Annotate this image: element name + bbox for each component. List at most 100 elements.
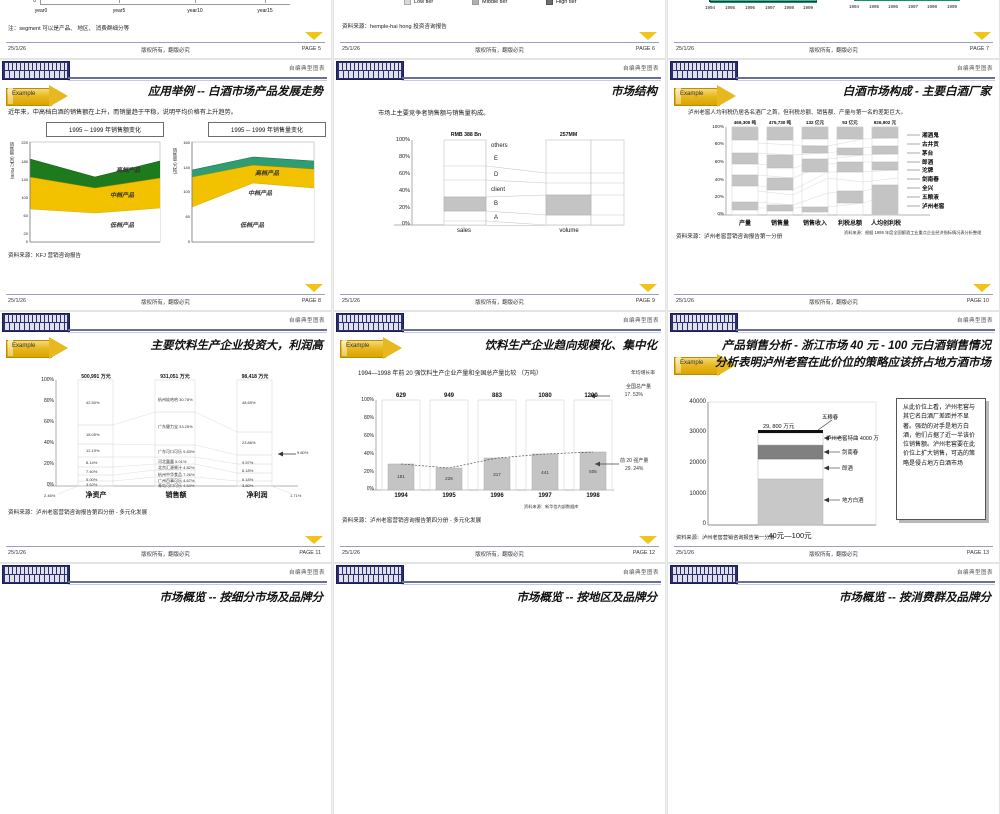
example-badge-label: Example [346,343,370,349]
next-arrow-icon[interactable] [973,32,991,40]
y-tick: 0 [33,0,36,4]
area-label-low: 低档产品 [110,223,135,229]
x-tick-label: 1996 [744,5,755,10]
slide-thumbnail-12[interactable]: 自编典型图表 Example 饮料生产企业趋向规模化、集中化 1994—1998… [334,312,665,562]
segment-value: 42.50% [86,400,100,405]
footer-divider [674,546,993,547]
y-tick: 220 [21,140,28,145]
segment-value: 48.69% [242,400,256,405]
y-tick: 0% [366,486,374,492]
slide-thumbnail-8[interactable]: 自编典型图表 Example 应用举例 -- 白酒市场产品发展走势 近年来，中高… [0,60,331,310]
slide-title: 产品销售分析 - 浙江市场 40 元 - 100 元白酒销售情况分析表明泸州老窖… [715,340,991,370]
slide-header: 自编典型图表 [334,312,665,333]
area-label-mid: 中档产品 [248,191,273,197]
bar [854,0,960,1]
x-tick-label: year5 [112,8,126,14]
footer-copyright: 版权所有，翻版必究 [141,300,190,306]
insight-note-text: 从此价位上看，泸州老窖与其它名白酒厂差距并不显著。强劲的对手是地方白酒，他们占据… [903,405,976,467]
next-arrow-icon[interactable] [639,536,657,544]
next-arrow-icon[interactable] [639,32,657,40]
slide-title: 市场概览 -- 按消费群及品牌分 [838,592,991,604]
y-tick: 0% [717,211,724,216]
next-arrow-icon[interactable] [973,284,991,292]
total-value-label: 29, 800 万元 [763,424,795,430]
slide-thumbnail-16[interactable]: 自编典型图表 市场概览 -- 按消费群及品牌分 [668,564,999,814]
y-tick: 0 [187,239,190,244]
slide-footer: 25/1/26 版权所有，翻版必究 PAGE 9 [334,295,665,310]
slide-thumbnail-11[interactable]: 自编典型图表 Example 主要饮料生产企业投资大，利润高 [0,312,331,562]
slide-header: 自编典型图表 [0,564,331,585]
slide-thumbnail-5[interactable]: 0 year0 year5 year10 year15 注：segment 可以… [0,0,331,58]
segment-value: 青岛可口可乐 4.54% [158,483,195,488]
footer-date: 25/1/26 [676,550,694,556]
next-arrow-icon[interactable] [639,284,657,292]
header-corner-note: 自编典型图表 [288,318,325,324]
slide-thumbnail-7[interactable]: 0 1994 1995 1996 1997 1998 1999 0 1994 1… [668,0,999,58]
column-total-label: 98,418 万元 [241,374,269,380]
slide-note: 注：segment 可以是产品、 地区、 消费群细分等 [8,26,130,32]
area-label-high: 高档产品 [116,168,141,174]
slide-thumbnail-15[interactable]: 自编典型图表 市场概览 -- 按地区及品牌分 [334,564,665,814]
header-rule [402,77,661,79]
segment-label-local: 地方白酒 [842,498,864,504]
x-axis-label: sales [456,228,471,234]
segment-label-wuliangchun: 五粮春 [822,415,839,421]
legend-label: High tier [556,0,577,5]
y-tick: 100% [361,397,374,403]
x-tick-label: 1998 [926,4,937,9]
next-arrow-icon[interactable] [305,32,323,40]
y-tick: 0 [702,521,706,527]
x-axis-label: 1995 [442,493,456,499]
legend-label: Middle tier [482,0,508,5]
footer-date: 25/1/26 [342,46,360,52]
footer-divider [340,42,659,43]
segment-value: 广东可口可乐 9.83% [158,449,195,454]
slide-thumbnail-9[interactable]: 自编典型图表 市场结构 市场上主要竞争者销售额与销售量构成。 [334,60,665,310]
header-rule [736,581,995,583]
footer-page-number: PAGE 9 [635,298,655,304]
slide-source-secondary: 资料来源：新华信内部数据库 [524,504,579,509]
slide-source: 资料来源：泸州老窖营销咨询报告第四分册 - 多元化发展 [8,510,148,516]
column-total-label: 883 [491,393,502,399]
column-total-label: 53 亿元 [842,120,858,125]
legend-swatch-icon [546,0,553,5]
header-rule [68,77,327,79]
footer-copyright: 版权所有，翻版必究 [809,48,858,54]
header-rule [68,581,327,583]
y-tick: 40% [714,177,724,182]
footer-page-number: PAGE 5 [301,46,321,52]
y-tick: 40% [363,451,374,457]
segment-label-d: D [494,172,499,178]
y-tick: 60 [23,213,28,218]
segment-label-luzhou: 泸州老窖特曲 4000 万 [826,436,879,442]
slide-subtitle: 市场上主要竞争者销售额与销售量构成。 [378,110,490,117]
header-rule-thin [736,331,995,333]
example-badge-label: Example [680,91,704,97]
example-badge-label: Example [680,360,704,366]
y-tick: 60% [43,419,54,425]
segment-value: 12.19% [86,448,100,453]
slide-header: 自编典型图表 [334,60,665,81]
x-axis-label: 销售额 [165,492,187,499]
slide-footer: 25/1/26 版权所有，翻版必究 PAGE 5 [0,43,331,58]
company-logo [2,61,70,80]
next-arrow-icon[interactable] [305,536,323,544]
slide-footer: 25/1/26 版权所有，翻版必究 PAGE 10 [668,295,999,310]
y-tick: 40% [43,440,54,446]
company-logo [670,313,738,332]
slide-thumbnail-6[interactable]: Low tier Middle tier High tier 资料来源：hemp… [334,0,665,58]
y-tick: 40000 [689,399,706,405]
next-arrow-icon[interactable] [305,284,323,292]
footer-divider [340,294,659,295]
slide-thumbnail-14[interactable]: 自编典型图表 市场概览 -- 按细分市场及品牌分 [0,564,331,814]
segment-value: 广东健力宝 33.25% [158,424,193,429]
footer-divider [340,546,659,547]
slide-thumbnail-10[interactable]: 自编典型图表 Example 白酒市场构成 - 主要白酒厂家 泸州老窖人均利税仍… [668,60,999,310]
slide-header: 自编典型图表 [0,60,331,81]
x-axis-label: 净资产 [85,492,107,499]
y-tick: 80% [43,398,54,404]
header-corner-note: 自编典型图表 [956,318,993,324]
y-tick: 20% [714,194,724,199]
slide-thumbnail-13[interactable]: 自编典型图表 Example 产品销售分析 - 浙江市场 40 元 - 100 … [668,312,999,562]
slide-header: 自编典型图表 [668,312,999,333]
